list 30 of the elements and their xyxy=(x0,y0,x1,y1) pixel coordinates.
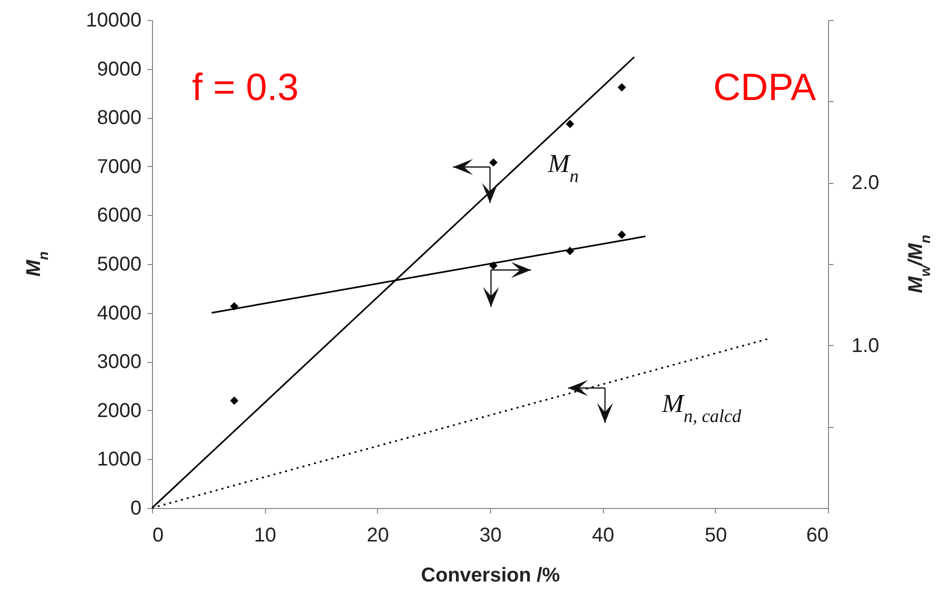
annotation: M$_{n}$ xyxy=(547,149,579,186)
x-axis-title: Conversion /% xyxy=(421,564,560,586)
y-tick-label: 10000 xyxy=(86,10,142,32)
y-tick-label: 4000 xyxy=(97,302,142,324)
point xyxy=(618,83,626,92)
annotation: M$_{n, calcd}$ xyxy=(661,389,742,426)
y-tick-label: 3000 xyxy=(97,351,142,374)
x-tick-label: 40 xyxy=(592,524,614,546)
point xyxy=(489,158,498,167)
x-tick-label: 50 xyxy=(704,524,727,546)
x-tick-label: 30 xyxy=(479,524,502,546)
y-tick-label: 6000 xyxy=(97,204,142,227)
point xyxy=(618,230,626,239)
y2-tick-label: 2.0 xyxy=(852,172,880,194)
y-tick-label: 2000 xyxy=(97,400,142,422)
annotation: f = 0.3 xyxy=(192,67,299,109)
y-tick-label: 8000 xyxy=(97,107,142,130)
point xyxy=(566,120,574,128)
x-tick-label: 20 xyxy=(366,524,389,546)
y-tick-label: 7000 xyxy=(97,156,142,178)
y-tick-label: 5000 xyxy=(97,254,142,276)
annotation: CDPA xyxy=(713,67,817,109)
y-tick-label: 9000 xyxy=(97,58,142,80)
y2-tick-label: 1.0 xyxy=(852,334,880,357)
x-tick-label: 0 xyxy=(152,524,164,546)
x-tick-label: 60 xyxy=(806,524,828,546)
y-tick-label: 1000 xyxy=(97,448,142,471)
x-tick-label: 10 xyxy=(254,524,276,546)
point xyxy=(230,396,238,405)
y-tick-label: 0 xyxy=(130,498,142,520)
